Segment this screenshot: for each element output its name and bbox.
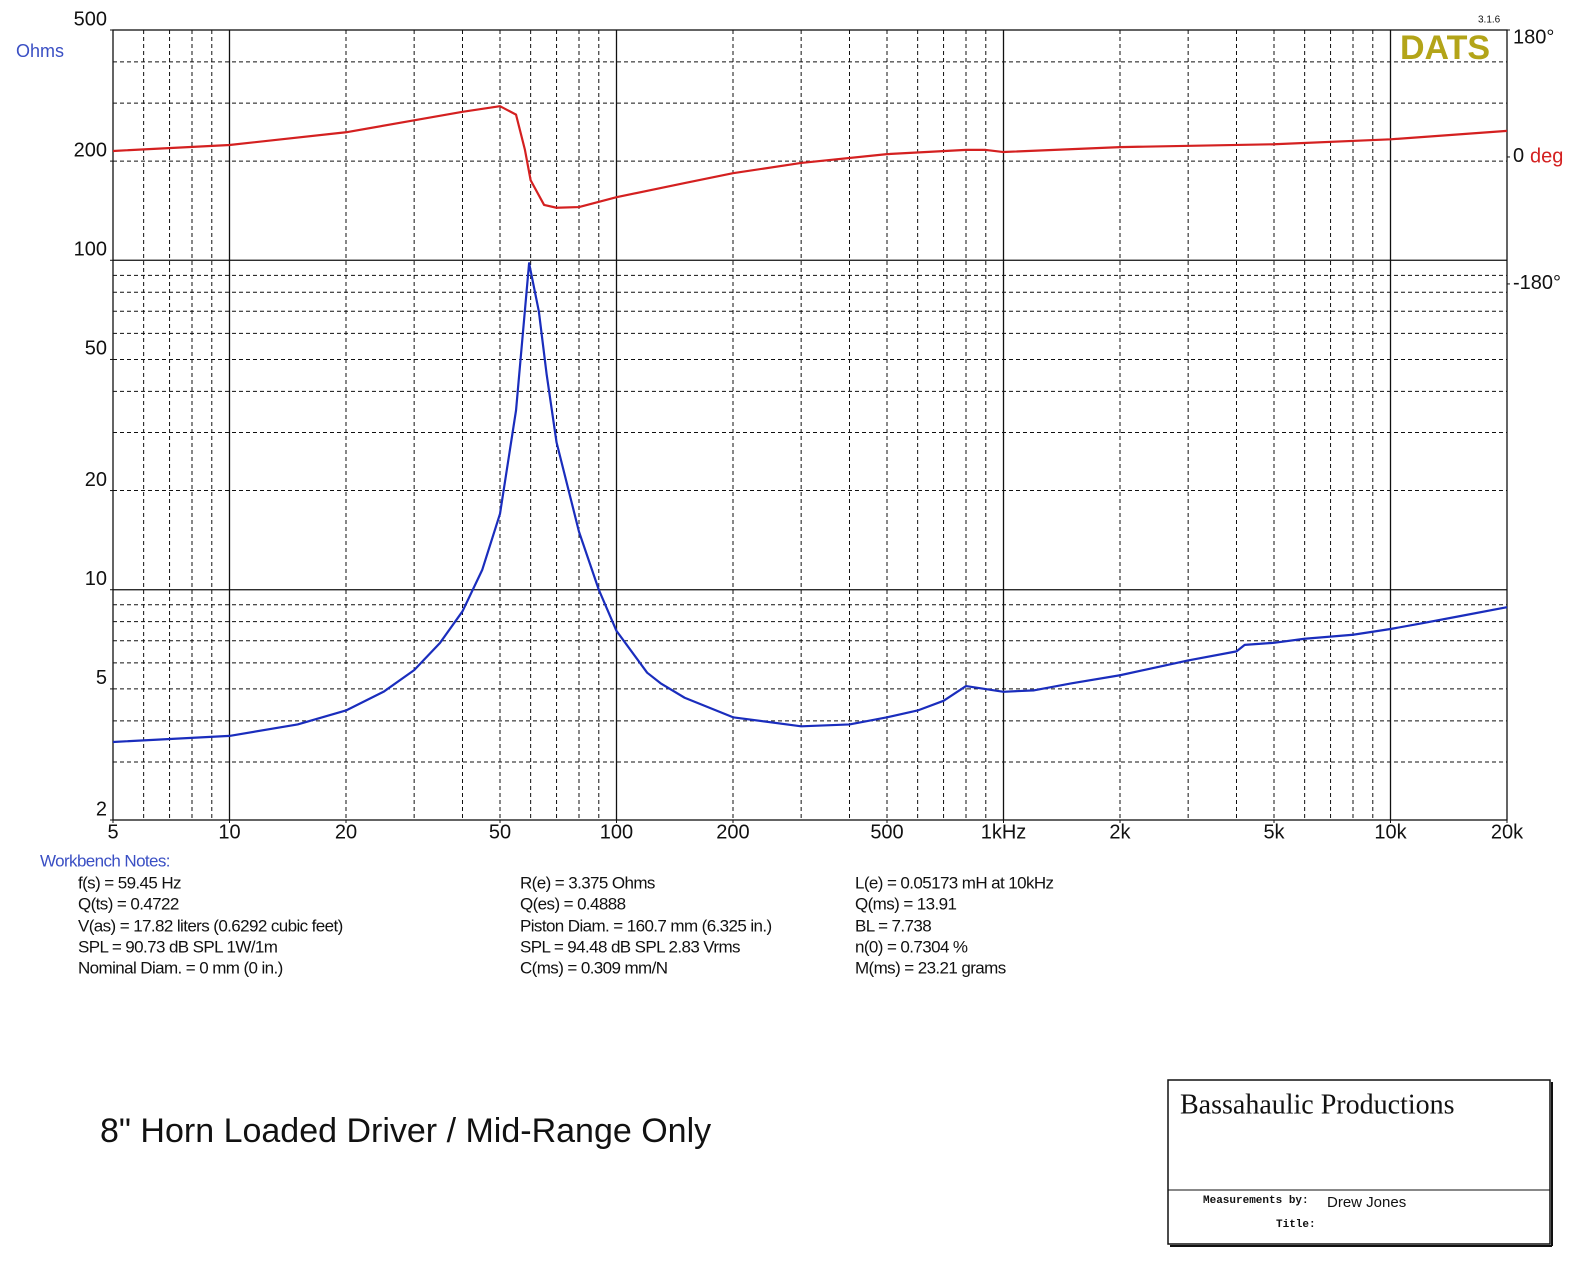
y-tick-label: 100: [74, 239, 107, 261]
note-line: Nominal Diam. = 0 mm (0 in.): [78, 958, 283, 977]
note-line: Q(ts) = 0.4722: [78, 894, 179, 913]
note-line: n(0) = 0.7304 %: [855, 937, 968, 956]
series-line: [112, 262, 1508, 744]
caption: 8" Horn Loaded Driver / Mid-Range Only: [100, 1112, 711, 1150]
x-tick-label: 50: [489, 821, 511, 843]
logo: DATS: [1400, 29, 1490, 67]
measured-label: Measurements by:: [1203, 1195, 1309, 1207]
x-tick-label: 5k: [1263, 821, 1285, 843]
note-line: L(e) = 0.05173 mH at 10kHz: [855, 873, 1054, 892]
title-block: [1167, 1079, 1551, 1245]
x-tick-label: 100: [600, 821, 633, 843]
y2-axis-label: deg: [1530, 145, 1563, 167]
note-line: M(ms) = 23.21 grams: [855, 958, 1006, 977]
x-tick-label: 10: [218, 821, 240, 843]
note-line: Piston Diam. = 160.7 mm (6.325 in.): [520, 916, 772, 935]
y-tick-label: 10: [85, 568, 107, 590]
y-tick-label: 50: [85, 338, 107, 360]
y-tick-label: 5: [96, 667, 107, 689]
x-tick-label: 200: [716, 821, 749, 843]
x-tick-label: 20: [335, 821, 357, 843]
x-tick-label: 2k: [1109, 821, 1131, 843]
y-axis-label: Ohms: [16, 41, 64, 61]
note-line: SPL = 90.73 dB SPL 1W/1m: [78, 937, 278, 956]
note-line: C(ms) = 0.309 mm/N: [520, 958, 667, 977]
x-tick-label: 5: [107, 821, 118, 843]
note-line: Q(es) = 0.4888: [520, 894, 626, 913]
note-line: f(s) = 59.45 Hz: [78, 873, 181, 892]
y2-tick-label: 0: [1513, 145, 1524, 167]
plot-frame: [112, 29, 1508, 821]
note-line: Q(ms) = 13.91: [855, 894, 956, 913]
y-tick-label: 200: [74, 139, 107, 161]
title-label: Title:: [1276, 1219, 1316, 1231]
x-tick-label: 20k: [1491, 821, 1524, 843]
y-tick-label: 20: [85, 469, 107, 491]
y2-tick-label: 180°: [1513, 26, 1554, 48]
x-tick-label: 1kHz: [981, 821, 1027, 843]
company: Bassahaulic Productions: [1180, 1089, 1455, 1120]
measured-by: Drew Jones: [1327, 1194, 1406, 1211]
note-line: R(e) = 3.375 Ohms: [520, 873, 655, 892]
x-tick-label: 10k: [1374, 821, 1407, 843]
notes-heading: Workbench Notes:: [40, 851, 170, 870]
note-line: SPL = 94.48 dB SPL 2.83 Vrms: [520, 937, 740, 956]
y2-tick-label: -180°: [1513, 272, 1561, 294]
x-tick-label: 500: [870, 821, 903, 843]
series-line: [112, 105, 1508, 209]
y-tick-label: 500: [74, 8, 107, 30]
y-tick-label: 2: [96, 798, 107, 820]
version: 3.1.6: [1478, 15, 1501, 26]
note-line: V(as) = 17.82 liters (0.6292 cubic feet): [78, 916, 343, 935]
note-line: BL = 7.738: [855, 916, 931, 935]
